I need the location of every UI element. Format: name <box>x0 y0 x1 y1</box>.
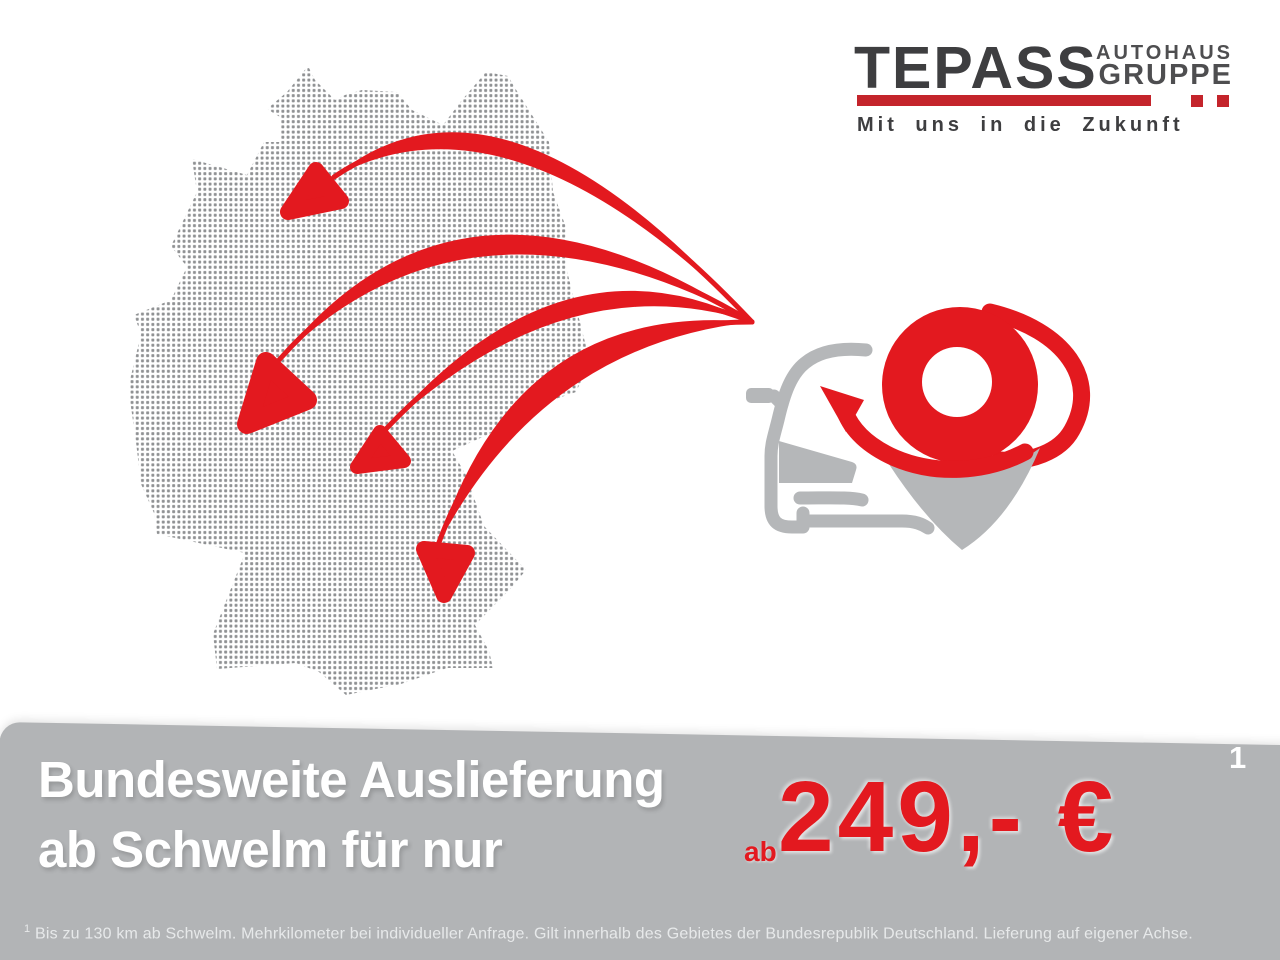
brand-sub-line1: AUTOHAUS <box>1096 42 1233 64</box>
footnote: 1 Bis zu 130 km ab Schwelm. Mehrkilomete… <box>24 923 1193 943</box>
banner-headline-line1: Bundesweite Auslieferung <box>38 751 665 808</box>
arrowhead <box>237 352 317 434</box>
footnote-marker: 1 <box>24 923 31 935</box>
logo-accent-square <box>1217 95 1229 107</box>
price-footnote-marker: 1 <box>1229 740 1247 775</box>
delivery-arrows <box>237 132 755 603</box>
mirror <box>746 388 774 403</box>
brand-sub-line2: GRUPPE <box>1098 59 1233 91</box>
brand-wordmark: TEPASS <box>854 35 1098 101</box>
footnote-text: Bis zu 130 km ab Schwelm. Mehrkilometer … <box>34 925 1193 943</box>
delivery-arrow <box>350 290 755 474</box>
car-icon <box>746 342 935 535</box>
window <box>779 441 857 483</box>
logo-red-bar <box>857 95 1151 106</box>
logo-accent-square <box>1191 95 1203 107</box>
price-prefix: ab <box>744 836 777 867</box>
orbit-arrowhead <box>820 386 864 432</box>
delivery-arrow <box>416 319 755 603</box>
delivery-arrow <box>280 132 755 325</box>
brand-slogan: Mit uns in die Zukunft <box>857 114 1184 136</box>
price-value: 249,- € <box>778 761 1118 873</box>
arrowhead <box>416 541 475 603</box>
banner-headline-line2: ab Schwelm für nur <box>38 821 503 878</box>
delivery-arrow <box>237 234 755 434</box>
germany-dotted-map-icon <box>130 66 590 695</box>
arrowhead <box>350 425 411 474</box>
arrowhead <box>280 162 349 220</box>
location-pin-icon <box>820 303 1091 550</box>
orbit-front <box>836 403 1034 478</box>
